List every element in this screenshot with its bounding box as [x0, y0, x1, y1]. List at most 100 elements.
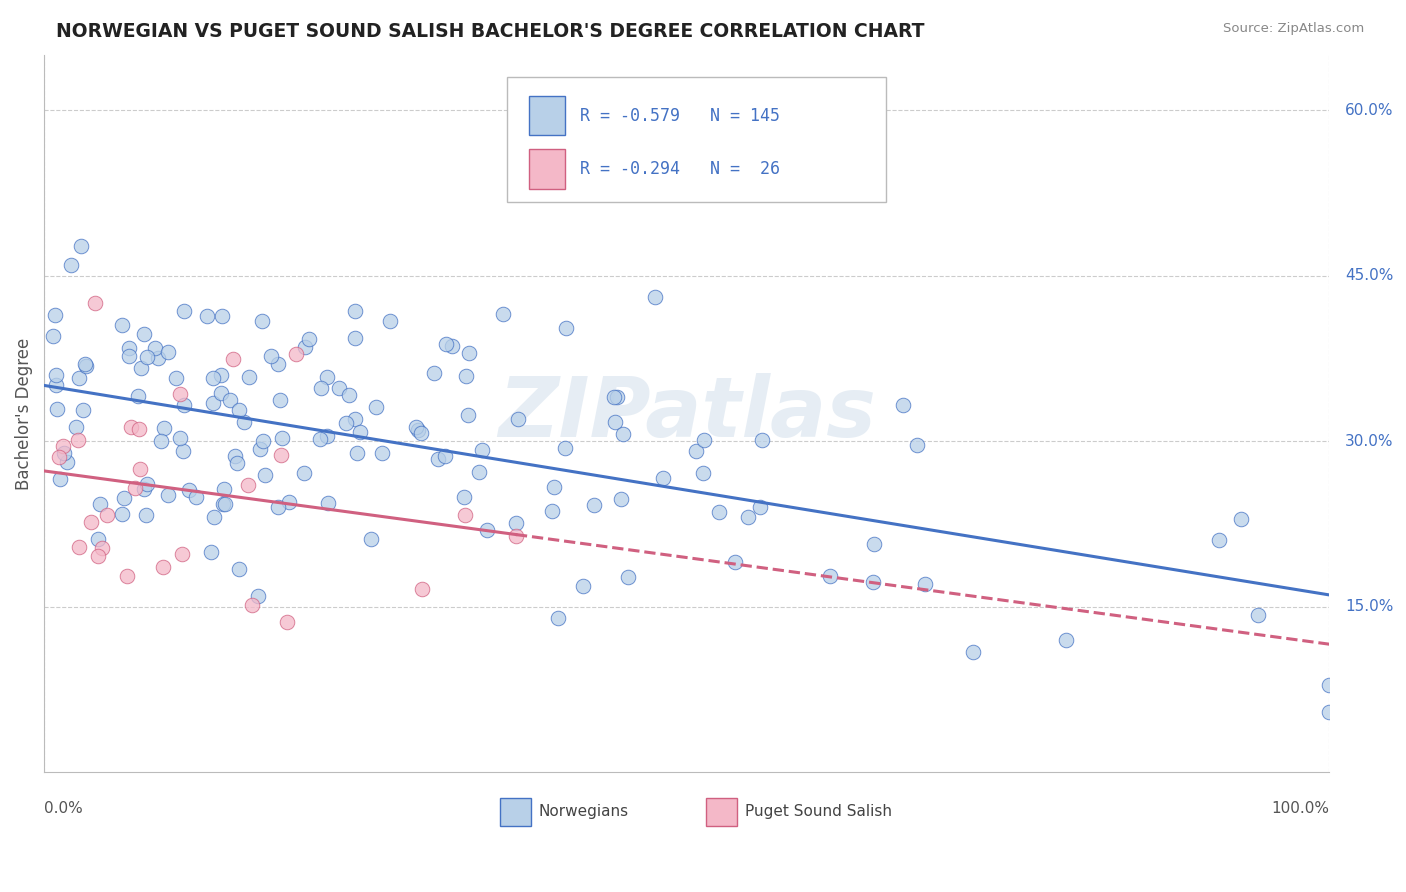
Point: [129, 462, 152, 476]
Point: [172, 444, 194, 458]
Point: [405, 420, 427, 434]
Point: [91, 541, 114, 555]
Point: [685, 443, 707, 458]
Point: [173, 398, 195, 412]
Point: [124, 481, 146, 495]
Point: [110, 318, 132, 332]
Point: [652, 471, 675, 485]
Point: [73, 358, 96, 372]
Point: [59, 258, 82, 272]
Point: [1054, 633, 1077, 648]
Point: [328, 380, 350, 394]
Point: [118, 342, 141, 356]
Point: [276, 615, 298, 629]
Text: 30.0%: 30.0%: [1346, 434, 1393, 449]
Point: [247, 589, 270, 603]
Point: [80, 515, 103, 529]
Point: [169, 431, 191, 445]
Point: [468, 465, 491, 479]
Point: [294, 340, 316, 354]
Point: [44, 308, 66, 322]
Text: Norwegians: Norwegians: [538, 804, 628, 819]
Text: 100.0%: 100.0%: [1271, 801, 1330, 815]
Point: [1319, 678, 1341, 692]
Point: [554, 441, 576, 455]
Point: [212, 496, 235, 510]
Point: [214, 497, 236, 511]
Text: 60.0%: 60.0%: [1346, 103, 1393, 118]
Point: [610, 491, 633, 506]
Text: R = -0.579   N = 145: R = -0.579 N = 145: [581, 107, 780, 125]
Point: [86, 549, 108, 563]
Bar: [529, 149, 565, 188]
Point: [543, 480, 565, 494]
Bar: [706, 798, 737, 826]
Text: Source: ZipAtlas.com: Source: ZipAtlas.com: [1223, 22, 1364, 36]
Text: Puget Sound Salish: Puget Sound Salish: [745, 804, 891, 819]
Point: [547, 611, 569, 625]
Point: [346, 446, 368, 460]
Point: [1247, 607, 1270, 622]
Point: [55, 455, 77, 469]
Point: [457, 346, 479, 360]
Point: [254, 467, 277, 482]
Point: [127, 389, 149, 403]
Point: [914, 577, 936, 591]
Point: [409, 425, 432, 440]
Point: [905, 438, 928, 452]
Point: [146, 351, 169, 365]
Point: [364, 400, 387, 414]
Point: [477, 523, 499, 537]
Point: [219, 393, 242, 408]
Point: [406, 423, 429, 437]
Point: [209, 385, 232, 400]
Point: [48, 450, 70, 464]
Text: ZIPatlas: ZIPatlas: [498, 373, 876, 454]
Point: [131, 361, 153, 376]
Point: [226, 456, 249, 470]
Point: [222, 351, 245, 366]
Point: [153, 421, 176, 435]
Point: [118, 349, 141, 363]
Point: [644, 290, 666, 304]
Point: [249, 442, 271, 456]
Point: [603, 415, 626, 429]
Point: [1319, 705, 1341, 719]
Point: [693, 433, 716, 447]
Point: [201, 396, 224, 410]
Point: [492, 307, 515, 321]
Point: [75, 359, 97, 373]
Point: [152, 560, 174, 574]
Point: [45, 377, 67, 392]
Point: [471, 442, 494, 457]
Point: [72, 402, 94, 417]
Point: [554, 321, 576, 335]
Point: [66, 434, 89, 448]
Point: [259, 349, 281, 363]
Point: [224, 449, 246, 463]
Point: [426, 452, 449, 467]
Point: [298, 332, 321, 346]
Text: R = -0.294   N =  26: R = -0.294 N = 26: [581, 160, 780, 178]
Point: [238, 370, 260, 384]
Point: [200, 544, 222, 558]
Point: [157, 345, 180, 359]
Text: 45.0%: 45.0%: [1346, 268, 1393, 283]
Point: [195, 309, 218, 323]
Point: [617, 570, 640, 584]
Point: [114, 491, 136, 506]
Point: [541, 504, 564, 518]
Point: [572, 579, 595, 593]
Point: [84, 296, 107, 310]
Point: [209, 368, 232, 383]
Point: [45, 368, 67, 382]
Point: [156, 488, 179, 502]
Point: [315, 429, 337, 443]
Point: [707, 505, 730, 519]
Point: [318, 496, 340, 510]
Point: [1229, 512, 1251, 526]
Text: NORWEGIAN VS PUGET SOUND SALISH BACHELOR'S DEGREE CORRELATION CHART: NORWEGIAN VS PUGET SOUND SALISH BACHELOR…: [56, 22, 925, 41]
Point: [612, 427, 634, 442]
Point: [751, 433, 773, 447]
Text: 15.0%: 15.0%: [1346, 599, 1393, 614]
